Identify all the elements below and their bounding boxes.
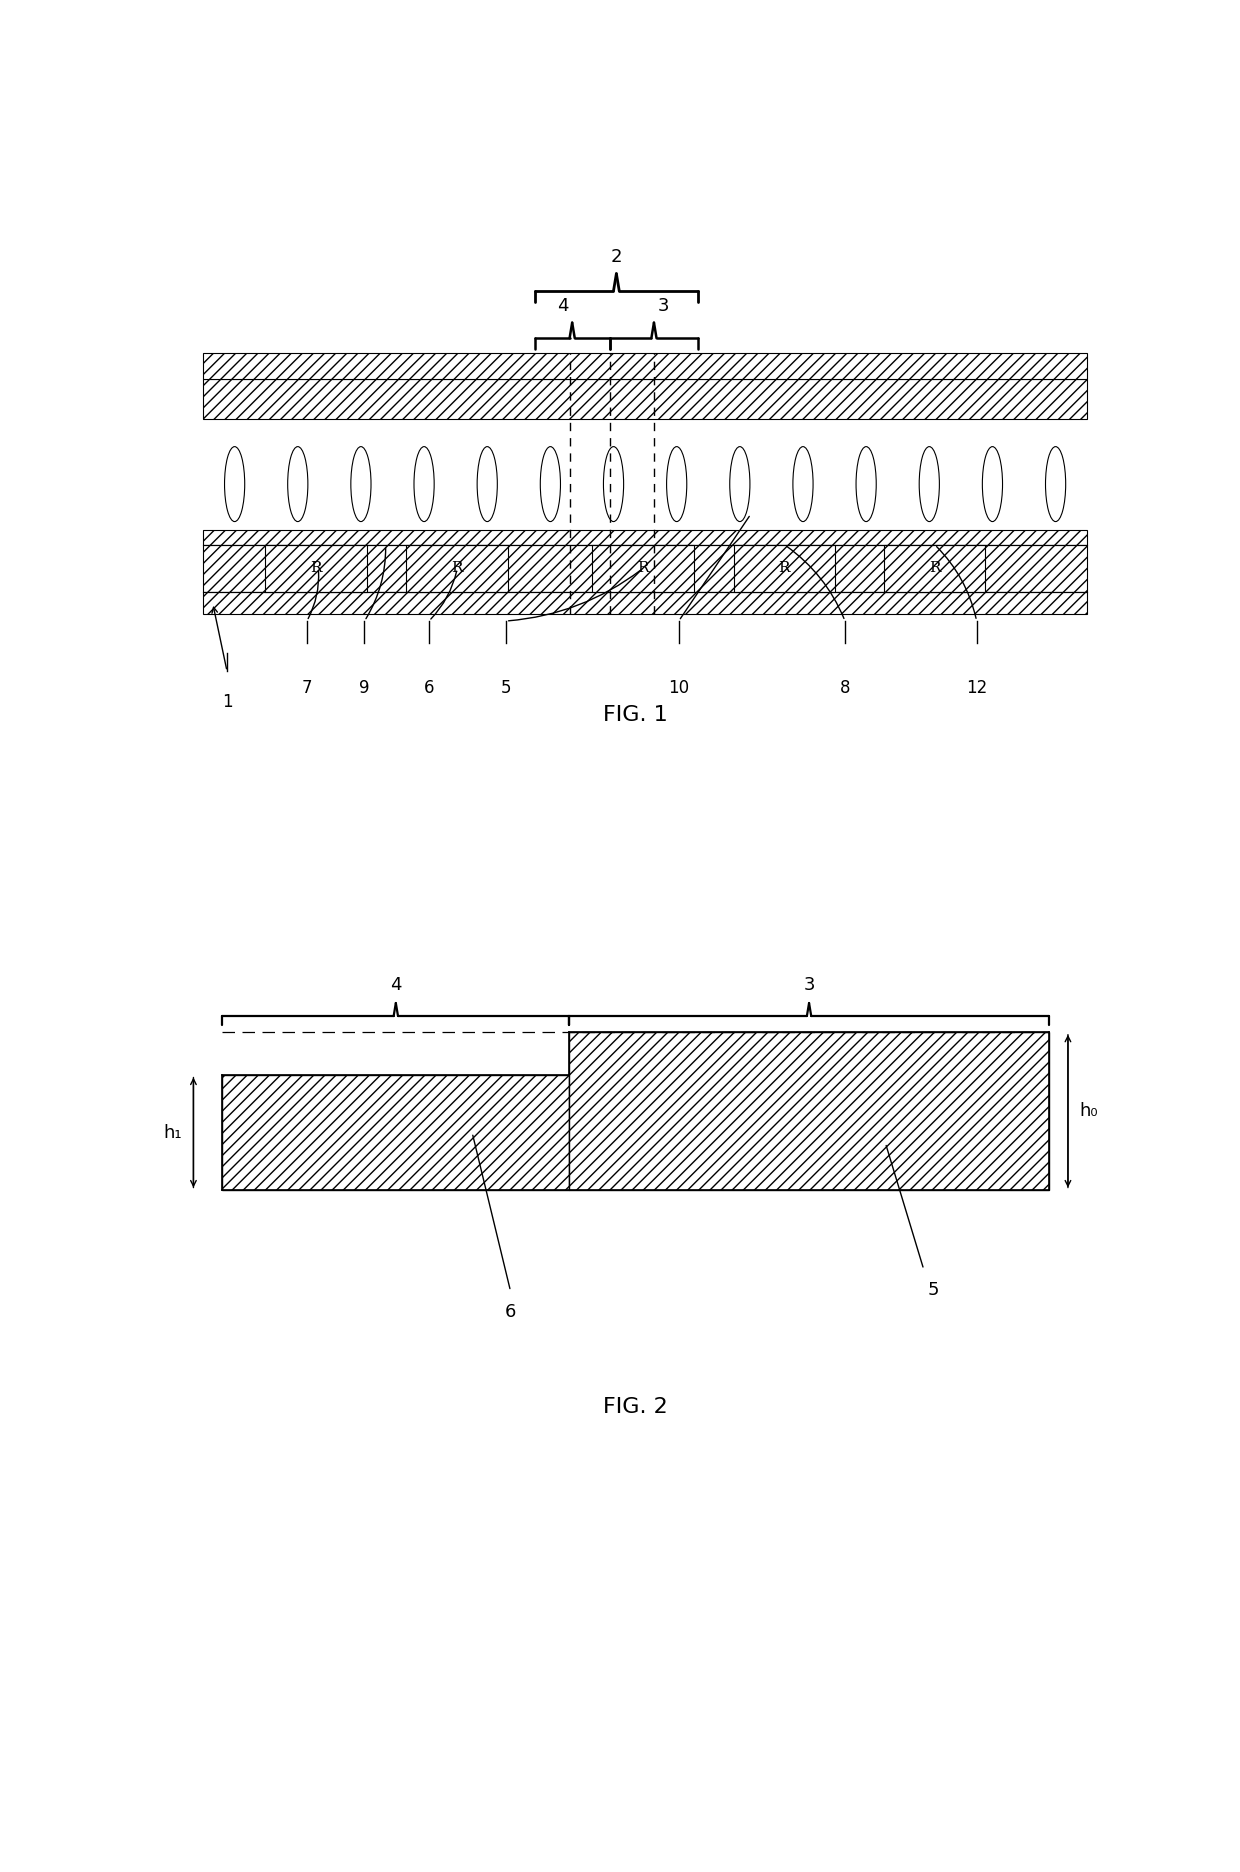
Ellipse shape (982, 447, 1002, 522)
Text: R: R (637, 562, 649, 575)
Ellipse shape (792, 447, 813, 522)
Bar (734, 545, 836, 592)
Bar (203, 592, 1087, 614)
Text: R: R (779, 562, 790, 575)
Ellipse shape (856, 447, 877, 522)
Ellipse shape (1045, 447, 1065, 522)
Ellipse shape (224, 447, 244, 522)
Text: R: R (929, 562, 940, 575)
Bar (203, 545, 1087, 592)
Text: 12: 12 (966, 680, 987, 696)
Text: 3: 3 (804, 977, 815, 994)
Text: 3: 3 (657, 298, 670, 316)
Ellipse shape (604, 447, 624, 522)
Bar (569, 1031, 1049, 1191)
Text: 4: 4 (391, 977, 402, 994)
Text: 5: 5 (501, 680, 511, 696)
Ellipse shape (730, 447, 750, 522)
Ellipse shape (414, 447, 434, 522)
Text: 9: 9 (360, 680, 370, 696)
Bar (884, 545, 986, 592)
Ellipse shape (477, 447, 497, 522)
Text: 7: 7 (301, 680, 312, 696)
Text: 10: 10 (668, 680, 689, 696)
Bar (407, 545, 508, 592)
Text: 6: 6 (424, 680, 434, 696)
Bar (203, 378, 1087, 419)
Bar (222, 1075, 569, 1191)
Text: 8: 8 (839, 680, 851, 696)
Ellipse shape (351, 447, 371, 522)
Ellipse shape (288, 447, 308, 522)
Text: h₀: h₀ (1080, 1103, 1099, 1119)
Text: 4: 4 (557, 298, 568, 316)
Text: FIG. 1: FIG. 1 (603, 704, 668, 724)
Ellipse shape (667, 447, 687, 522)
Ellipse shape (541, 447, 560, 522)
Bar (265, 545, 367, 592)
Bar (203, 354, 1087, 378)
Text: FIG. 2: FIG. 2 (603, 1397, 668, 1417)
Text: R: R (310, 562, 321, 575)
Bar (591, 545, 693, 592)
Text: 5: 5 (928, 1280, 939, 1299)
Text: 2: 2 (610, 249, 622, 266)
Text: 6: 6 (505, 1303, 516, 1322)
Ellipse shape (919, 447, 940, 522)
Bar (203, 530, 1087, 545)
Text: R: R (451, 562, 463, 575)
Text: h₁: h₁ (164, 1123, 182, 1142)
Text: 1: 1 (222, 693, 232, 711)
